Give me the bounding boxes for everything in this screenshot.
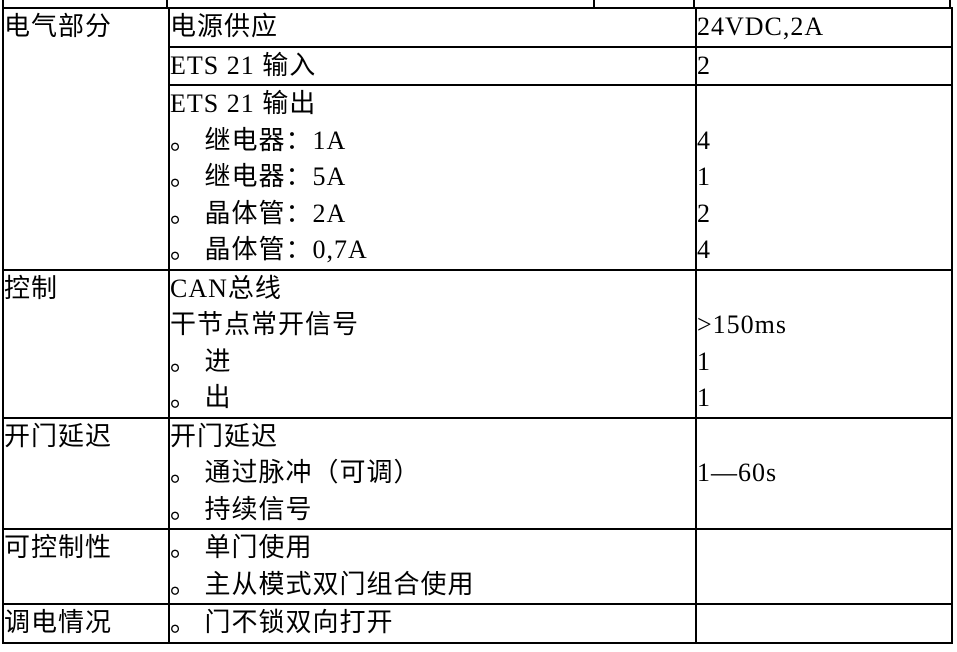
table-row: ETS 21 输出 。 继电器：1A 。 继电器：5A 。 晶体管：2A 。 晶… (3, 84, 953, 271)
table-top-sliver (2, 0, 951, 7)
category-cell-electrical: 电气部分 (2, 7, 170, 271)
value-cell: 2 (695, 45, 953, 86)
value-cell: 24VDC,2A (695, 7, 953, 48)
category-label: 开门延迟 (4, 421, 113, 451)
value-line: 4 (697, 235, 711, 264)
item-line: 。 门不锁双向打开 (170, 608, 394, 637)
item-line: 电源供应 (170, 12, 279, 41)
item-line: 开门延迟 (170, 421, 279, 451)
category-cell-controllability: 可控制性 (2, 528, 170, 605)
item-line: ETS 21 输出 (170, 89, 317, 118)
value-line: 1 (697, 346, 711, 376)
value-line: >150ms (697, 310, 788, 339)
table-row: 开门延迟 开门延迟 。 通过脉冲（可调） 。 持续信号 1—60s (2, 416, 953, 530)
item-line: 。 进 (170, 346, 232, 376)
value-cell: >150ms 1 1 (695, 268, 953, 419)
value-cell (695, 528, 953, 605)
table-row: 控制 CAN总线 干节点常开信号 。 进 。 出 >150ms 1 1 (2, 268, 953, 419)
item-line: 。 主从模式双门组合使用 (170, 569, 475, 599)
table-row: ETS 21 输入 2 (3, 45, 953, 86)
category-label: 可控制性 (4, 533, 113, 562)
value-line (697, 567, 951, 604)
item-cell: 。 单门使用 。 主从模式双门组合使用 (168, 528, 697, 605)
value-line: 24VDC,2A (697, 12, 825, 41)
value-line (697, 271, 951, 308)
item-line: CAN总线 (170, 273, 282, 303)
item-line: 。 继电器：5A (170, 162, 347, 191)
item-cell: 。 门不锁双向打开 (168, 603, 697, 644)
item-line: 。 出 (170, 383, 232, 412)
item-cell: 电源供应 (168, 7, 697, 48)
sliver-divider-1 (166, 0, 168, 7)
value-line (697, 492, 951, 529)
table-row: 调电情况 。 门不锁双向打开 (2, 603, 953, 644)
value-line: 1—60s (697, 458, 778, 487)
item-cell: ETS 21 输出 。 继电器：1A 。 继电器：5A 。 晶体管：2A 。 晶… (168, 84, 697, 271)
value-line (697, 419, 951, 456)
value-line: 1 (697, 162, 711, 191)
category-cell-door-open-delay: 开门延迟 (2, 416, 170, 530)
table-row: 电气部分 电源供应 24VDC,2A (2, 7, 953, 271)
value-cell: 4 1 2 4 (695, 84, 953, 271)
item-line: ETS 21 输入 (170, 50, 317, 80)
item-cell: CAN总线 干节点常开信号 。 进 。 出 (168, 268, 697, 419)
item-cell: 开门延迟 。 通过脉冲（可调） 。 持续信号 (168, 416, 697, 530)
value-line: 2 (697, 50, 711, 80)
value-line: 4 (697, 125, 711, 155)
table-row: 可控制性 。 单门使用 。 主从模式双门组合使用 (2, 528, 953, 605)
item-line: 。 通过脉冲（可调） (170, 458, 421, 487)
item-line: 。 持续信号 (170, 494, 313, 524)
sliver-divider-3 (693, 0, 695, 7)
item-line: 。 单门使用 (170, 533, 313, 562)
item-line: 。 晶体管：0,7A (170, 235, 368, 264)
sliver-border-left (2, 0, 4, 7)
item-cell: ETS 21 输入 (168, 45, 697, 86)
category-label: 调电情况 (4, 608, 113, 637)
item-line: 。 晶体管：2A (170, 198, 347, 228)
value-line: 1 (697, 383, 711, 412)
category-label: 控制 (4, 273, 59, 303)
sliver-border-right (949, 0, 951, 7)
item-line: 。 继电器：1A (170, 125, 347, 155)
value-line (697, 605, 951, 642)
value-line: 2 (697, 198, 711, 228)
category-cell-control: 控制 (2, 268, 170, 419)
value-line (697, 530, 951, 567)
value-cell: 1—60s (695, 416, 953, 530)
spec-table: 电气部分 电源供应 24VDC,2A ETS 21 输入 2 E (2, 7, 953, 644)
value-cell (695, 603, 953, 644)
category-cell-power-condition: 调电情况 (2, 603, 170, 644)
category-label: 电气部分 (4, 12, 113, 41)
value-line (697, 86, 951, 123)
item-line: 干节点常开信号 (170, 310, 360, 339)
sliver-divider-2 (593, 0, 595, 7)
